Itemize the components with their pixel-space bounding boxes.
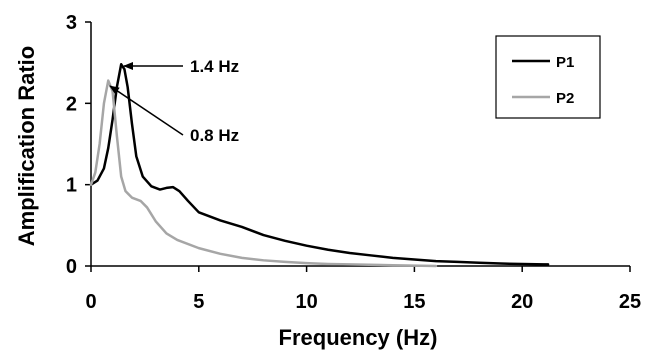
x-tick-label: 0 xyxy=(85,291,96,313)
x-tick-label: 5 xyxy=(193,291,204,313)
legend-frame xyxy=(495,35,601,119)
y-tick-label: 3 xyxy=(66,12,77,34)
x-tick-label: 10 xyxy=(295,291,317,313)
x-tick-label: 25 xyxy=(619,291,641,313)
x-axis-ticks: 0 5 10 15 20 25 xyxy=(85,266,641,313)
y-tick-label: 1 xyxy=(66,175,77,197)
series-layer xyxy=(89,63,550,268)
y-axis-title: Amplification Ratio xyxy=(14,46,39,246)
legend-label-p2: P2 xyxy=(556,90,574,107)
series-line-p2 xyxy=(89,79,438,268)
annotation-label-0-8hz: 0.8 Hz xyxy=(190,126,239,145)
x-tick-label: 20 xyxy=(511,291,533,313)
y-tick-label: 2 xyxy=(66,93,77,115)
annotations: 1.4 Hz 0.8 Hz xyxy=(109,57,239,145)
x-tick-label: 15 xyxy=(403,291,425,313)
annotation-arrow-0-8hz xyxy=(109,85,184,136)
annotation-label-1-4hz: 1.4 Hz xyxy=(190,57,239,76)
legend-label-p1: P1 xyxy=(556,54,574,71)
y-tick-label: 0 xyxy=(66,256,77,278)
x-axis-title: Frequency (Hz) xyxy=(279,325,438,350)
y-axis-ticks: 0 1 2 3 xyxy=(66,12,91,278)
legend: P1 P2 xyxy=(495,35,601,119)
series-line-p1 xyxy=(89,63,550,266)
